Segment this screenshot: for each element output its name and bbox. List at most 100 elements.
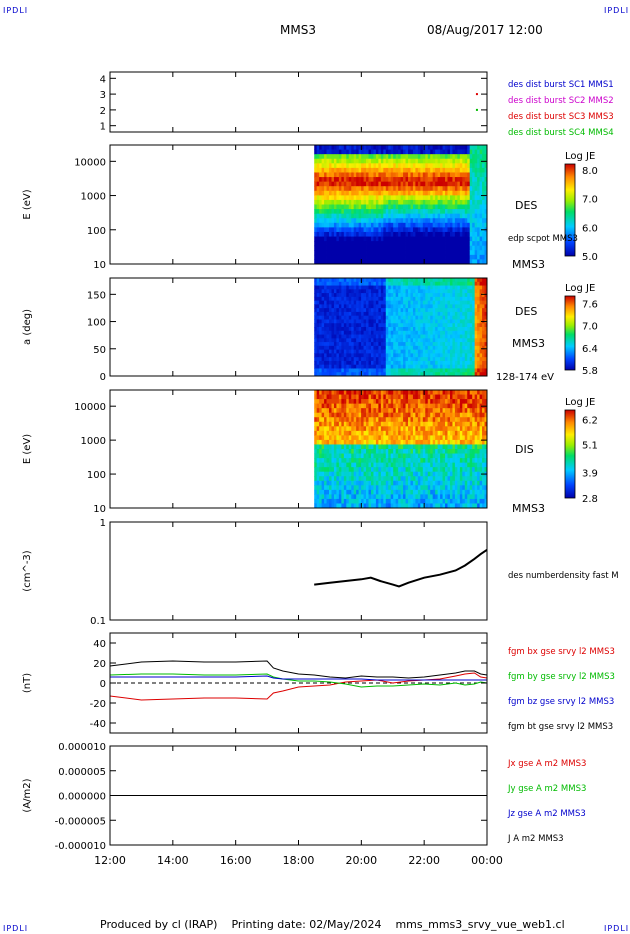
heat-cell-des_energy: [321, 186, 325, 192]
heat-cell-des_energy: [388, 181, 392, 187]
heat-cell-dis_energy: [329, 498, 332, 504]
heat-cell-des_energy: [370, 209, 374, 215]
heat-cell-des_pitch: [408, 360, 411, 366]
heat-cell-des_energy: [329, 158, 332, 164]
heat-cell-des_pitch: [482, 281, 485, 286]
heat-cell-des_energy: [395, 149, 399, 155]
heat-cell-des_energy: [442, 222, 446, 228]
heat-cell-dis_energy: [380, 421, 384, 427]
heat-cell-des_energy: [338, 204, 342, 210]
heat-cell-des_pitch: [445, 364, 448, 369]
heat-cell-des_energy: [417, 149, 421, 155]
heat-cell-des_energy: [430, 172, 434, 178]
heat-cell-des_energy: [412, 209, 416, 215]
heat-cell-des_pitch: [398, 311, 402, 317]
heat-cell-des_pitch: [358, 289, 362, 294]
heat-cell-des_pitch: [430, 281, 434, 286]
heat-cell-des_energy: [474, 231, 478, 237]
heat-cell-des_energy: [454, 245, 458, 251]
heat-cell-dis_energy: [348, 412, 352, 418]
heat-cell-des_pitch: [368, 323, 372, 328]
heat-cell-dis_energy: [346, 498, 350, 504]
heat-cell-des_pitch: [403, 334, 406, 339]
heat-cell-des_pitch: [316, 368, 320, 373]
heat-cell-dis_energy: [361, 417, 364, 423]
heat-cell-dis_energy: [321, 394, 325, 400]
heat-cell-des_energy: [447, 154, 451, 160]
heat-cell-dis_energy: [420, 390, 424, 395]
heat-cell-des_energy: [329, 218, 332, 224]
heat-cell-dis_energy: [333, 489, 337, 495]
heat-cell-des_pitch: [477, 334, 480, 339]
heat-cell-des_pitch: [482, 360, 485, 366]
heat-cell-des_pitch: [422, 315, 426, 320]
heat-cell-dis_energy: [437, 417, 441, 423]
heat-cell-des_pitch: [479, 330, 483, 335]
heat-cell-des_pitch: [432, 334, 436, 339]
heat-cell-des_pitch: [440, 293, 443, 298]
heat-cell-des_energy: [412, 231, 416, 237]
heat-cell-des_energy: [420, 172, 424, 178]
heat-cell-dis_energy: [329, 426, 332, 432]
heat-cell-des_energy: [331, 227, 335, 233]
heat-cell-des_pitch: [319, 278, 323, 283]
heat-cell-des_energy: [351, 213, 355, 219]
heat-cell-des_pitch: [403, 323, 406, 328]
heat-cell-des_energy: [469, 177, 473, 183]
heat-cell-des_energy: [383, 213, 387, 219]
heat-cell-des_pitch: [445, 338, 448, 343]
heat-cell-des_pitch: [398, 296, 402, 302]
heat-cell-des_pitch: [348, 323, 352, 328]
heat-cell-des_energy: [454, 154, 458, 160]
heat-cell-des_pitch: [358, 315, 362, 320]
heat-cell-des_energy: [484, 199, 488, 205]
heat-cell-dis_energy: [415, 417, 419, 423]
heat-cell-des_energy: [427, 199, 431, 205]
heat-cell-des_pitch: [363, 311, 367, 317]
heat-cell-des_pitch: [459, 289, 463, 294]
heat-cell-des_pitch: [324, 278, 327, 283]
heat-cell-des_energy: [405, 227, 409, 233]
heat-cell-des_energy: [447, 218, 451, 224]
heat-cell-des_pitch: [370, 311, 374, 317]
heat-cell-des_energy: [462, 199, 466, 205]
heat-cell-des_energy: [462, 195, 466, 201]
heat-cell-des_energy: [410, 245, 414, 251]
heat-cell-des_pitch: [484, 308, 488, 313]
heat-cell-dis_energy: [380, 476, 384, 482]
heat-cell-des_pitch: [398, 300, 402, 305]
heat-cell-des_energy: [356, 254, 360, 260]
heat-cell-des_energy: [341, 213, 345, 219]
heat-cell-dis_energy: [420, 439, 424, 445]
heat-cell-des_pitch: [415, 315, 419, 320]
heat-cell-des_energy: [346, 213, 350, 219]
heat-cell-des_energy: [336, 231, 340, 237]
heat-cell-des_energy: [474, 222, 478, 228]
heat-cell-des_energy: [314, 149, 318, 155]
heat-cell-dis_energy: [422, 462, 426, 468]
heat-cell-des_pitch: [368, 304, 372, 309]
heat-cell-dis_energy: [400, 408, 404, 414]
heat-cell-dis_energy: [403, 430, 406, 436]
heat-cell-des_pitch: [393, 281, 397, 286]
heat-cell-des_energy: [380, 213, 384, 219]
heat-cell-des_energy: [427, 259, 431, 265]
heat-cell-des_energy: [452, 167, 456, 173]
heat-cell-des_pitch: [393, 308, 397, 313]
heat-cell-des_pitch: [467, 315, 471, 320]
heat-cell-des_energy: [472, 195, 476, 201]
heat-cell-dis_energy: [400, 403, 404, 409]
heat-cell-des_pitch: [356, 349, 360, 354]
heat-cell-dis_energy: [415, 421, 419, 427]
heat-cell-dis_energy: [358, 403, 362, 409]
heat-cell-des_energy: [398, 158, 402, 164]
heat-cell-des_energy: [356, 145, 360, 150]
heat-cell-des_pitch: [447, 357, 451, 362]
heat-cell-des_pitch: [472, 360, 476, 366]
heat-cell-des_energy: [383, 158, 387, 164]
heat-cell-des_energy: [457, 222, 461, 228]
heat-cell-des_energy: [390, 218, 394, 224]
heat-cell-dis_energy: [356, 485, 360, 491]
heat-cell-des_pitch: [346, 300, 350, 305]
heat-cell-dis_energy: [358, 480, 362, 486]
